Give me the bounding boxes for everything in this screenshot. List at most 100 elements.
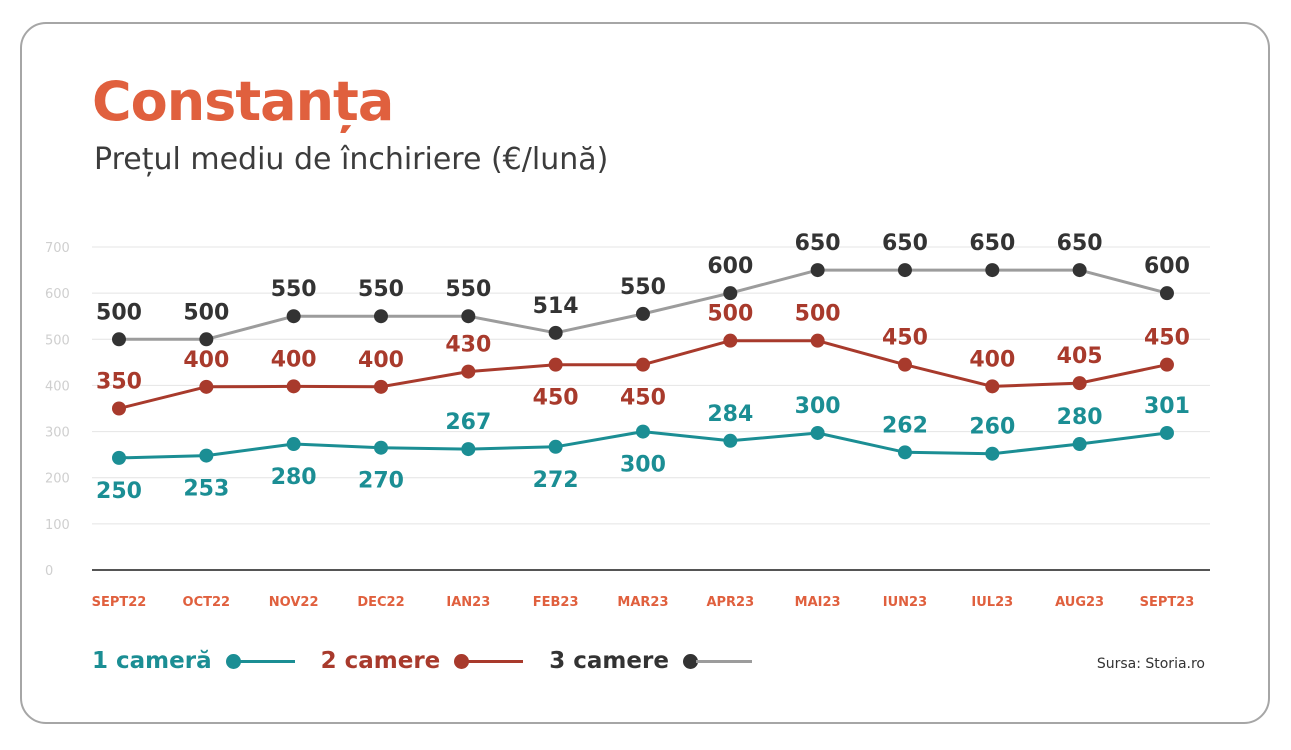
series-1-room-point (112, 450, 126, 465)
series-2-rooms-point (548, 357, 563, 372)
series-2-rooms-point (112, 401, 126, 416)
series-3-rooms-data-label: 600 (1144, 254, 1190, 279)
legend-line-3-rooms (695, 659, 752, 663)
series-3-rooms-data-label: 550 (271, 277, 317, 302)
x-tick-label: IAN23 (446, 595, 490, 610)
series-2-rooms-data-label: 450 (533, 386, 579, 411)
series-1-room-point (897, 445, 912, 460)
series-1-room-data-label: 280 (1057, 405, 1103, 430)
series-3-rooms-point (1159, 286, 1174, 301)
series-2-rooms-data-label: 450 (1144, 326, 1190, 351)
series-2-rooms-point (1072, 376, 1087, 391)
series-3-rooms-data-label: 500 (183, 300, 229, 325)
series-2-rooms-data-label: 400 (969, 347, 1015, 372)
series-1-room-data-label: 272 (533, 468, 579, 493)
series-1-room-point (373, 440, 388, 455)
data-labels: 250 253 280 270 267 272 300 284 300 262 260 280 301 3… (96, 231, 1190, 504)
series-3-rooms-data-label: 650 (1057, 231, 1103, 256)
series-1-room-data-label: 300 (620, 453, 666, 478)
y-tick-label: 100 (45, 518, 70, 533)
series-1-room-data-label: 260 (969, 415, 1015, 440)
y-axis-ticks: 0 100 200 300 400 500 600 700 (45, 241, 70, 579)
legend-dot-2-rooms (454, 653, 470, 669)
series-3-rooms-data-label: 550 (620, 275, 666, 300)
series-3-rooms-data-label: 650 (969, 231, 1015, 256)
x-tick-label: NOV22 (269, 595, 319, 610)
series-2-rooms-point (635, 357, 650, 372)
chart-title: Constanța (92, 70, 394, 133)
series-1-room-point (810, 425, 825, 440)
x-tick-label: DEC22 (357, 595, 404, 610)
series-3-rooms-point (1072, 263, 1087, 278)
series-2-rooms-data-label: 450 (620, 386, 666, 411)
series-3-rooms-data-label: 650 (795, 231, 841, 256)
series-2-rooms-point (985, 379, 1000, 394)
series-2-rooms-point (1159, 357, 1174, 372)
series-3-rooms-data-label: 514 (533, 294, 579, 319)
legend-line-1-room (238, 659, 295, 663)
y-tick-label: 400 (45, 379, 70, 394)
y-tick-label: 700 (45, 241, 70, 256)
series-3-rooms-point (112, 332, 126, 347)
series-1-room-point (1159, 425, 1174, 440)
source-note: Sursa: Storia.ro (1096, 656, 1205, 672)
series-2-rooms-data-label: 400 (183, 348, 229, 373)
series-3-rooms-point (548, 325, 563, 340)
series-3-rooms-point (286, 309, 301, 324)
y-tick-label: 300 (45, 426, 70, 441)
series-1-room-data-label: 262 (882, 413, 928, 438)
series-1-room-point (461, 442, 476, 457)
x-axis-ticks: SEPT22 OCT22 NOV22 DEC22 IAN23 FEB23 MAR23 APR2… (92, 595, 1195, 610)
series-2-rooms-data-label: 450 (882, 326, 928, 351)
series-2-rooms-data-label: 350 (96, 370, 142, 395)
series-3-rooms-point (723, 286, 738, 301)
x-tick-label: IUN23 (883, 595, 927, 610)
series-2-rooms-data-label: 500 (795, 302, 841, 327)
series-3-rooms-data-label: 600 (707, 254, 753, 279)
series-1-room-data-label: 284 (707, 402, 753, 427)
legend-label-1-room: 1 cameră (92, 648, 212, 674)
legend-label-3-rooms: 3 camere (549, 648, 669, 674)
series-1-room-point (199, 448, 214, 463)
series-3-rooms-point (461, 309, 476, 324)
series-2-rooms-data-label: 405 (1057, 344, 1103, 369)
series-3-rooms-data-label: 500 (96, 300, 142, 325)
x-tick-label: MAI23 (795, 595, 841, 610)
legend-dot-1-room (225, 653, 241, 669)
series-2-rooms-point (199, 379, 214, 394)
chart-card (20, 22, 1270, 724)
x-tick-label: AUG23 (1055, 595, 1104, 610)
x-tick-label: SEPT22 (92, 595, 147, 610)
series-3-rooms-point (810, 263, 825, 278)
legend-dot-3-rooms (682, 653, 698, 669)
x-tick-label: APR23 (706, 595, 754, 610)
legend-item-1-room: 1 cameră (92, 648, 295, 674)
legend: 1 cameră 2 camere 3 camere (92, 648, 778, 674)
series-1-room-point (286, 437, 301, 452)
series-1-room-point (723, 433, 738, 448)
series-2-rooms-point (461, 364, 476, 379)
series-1-room-point (548, 439, 563, 454)
series-1-room-data-label: 270 (358, 469, 404, 494)
series-2-rooms-point (723, 333, 738, 348)
series-3-rooms-data-label: 550 (445, 277, 491, 302)
series-3-rooms-point (985, 263, 1000, 278)
series-1-room-point (635, 424, 650, 439)
series-1-room-data-label: 267 (445, 410, 491, 435)
series-2-rooms-point (286, 379, 301, 394)
x-tick-label: FEB23 (533, 595, 579, 610)
legend-symbol-3-rooms (682, 653, 752, 669)
series-3-rooms-point (373, 309, 388, 324)
legend-label-2-rooms: 2 camere (320, 648, 441, 674)
series-3-rooms-data-label: 550 (358, 277, 404, 302)
legend-line-2-rooms (467, 659, 524, 663)
series-2-rooms-point (897, 357, 912, 372)
series-1-room-data-label: 253 (183, 477, 229, 502)
series-1-room-data-label: 280 (271, 465, 317, 490)
legend-symbol-1-room (225, 653, 295, 669)
y-tick-label: 500 (45, 333, 70, 348)
x-tick-label: MAR23 (617, 595, 668, 610)
series-points (112, 263, 1174, 465)
legend-symbol-2-rooms (454, 653, 524, 669)
